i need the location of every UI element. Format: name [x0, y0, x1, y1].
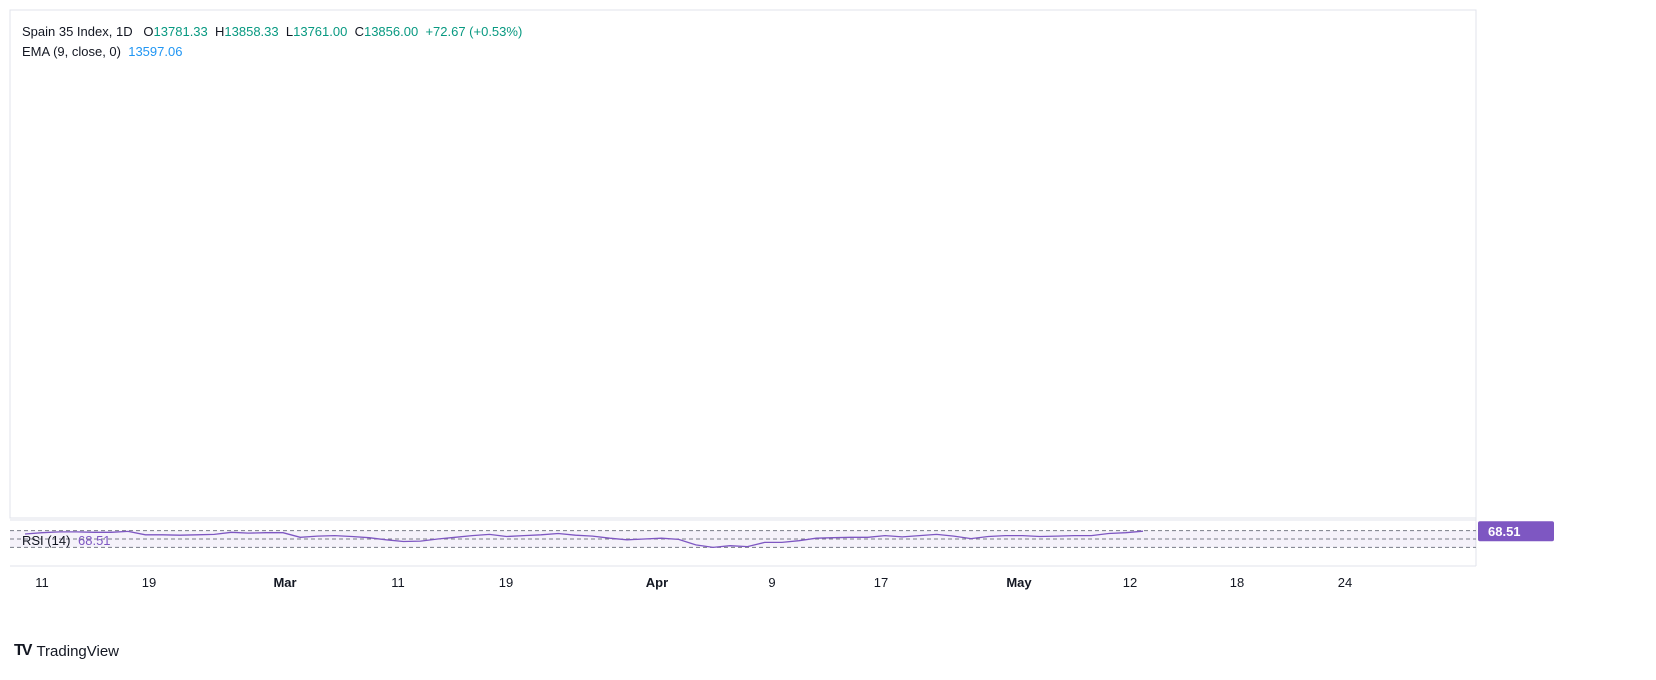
rsi-badge-text: 68.51: [1488, 524, 1521, 539]
close-value: 13856.00: [363, 24, 419, 39]
x-tick-label: 11: [35, 575, 49, 590]
rsi-line: [24, 530, 1144, 549]
rsi-label: RSI (14): [22, 533, 70, 548]
x-tick-label: 11: [391, 575, 405, 590]
low-label: L: [285, 24, 294, 39]
close-label: C: [354, 24, 364, 39]
high-value: 13858.33: [224, 24, 279, 39]
x-tick-label: May: [1006, 575, 1032, 590]
price-pane-border: [9, 9, 1477, 519]
ema-value: 13597.06: [128, 44, 183, 59]
symbol-label: Spain 35 Index, 1D: [22, 24, 133, 39]
open-label: O: [143, 24, 154, 39]
rsi-band: [10, 530, 1476, 548]
x-tick-label: Apr: [646, 575, 668, 590]
x-tick-label: Mar: [273, 575, 296, 590]
rsi-value: 68.51: [78, 533, 111, 548]
low-value: 13761.00: [293, 24, 348, 39]
high-label: H: [215, 24, 225, 39]
x-tick-label: 18: [1230, 575, 1244, 590]
tradingview-branding[interactable]: TV TradingView: [14, 642, 119, 660]
open-value: 13781.33: [153, 24, 208, 39]
x-tick-label: 19: [142, 575, 156, 590]
legend-row: Spain 35 Index, 1D O13781.33 H13858.33 L…: [22, 24, 522, 39]
ema-label: EMA (9, close, 0): [22, 44, 121, 59]
change-value: +72.67 (+0.53%): [425, 24, 523, 39]
ema-legend-row: EMA (9, close, 0) 13597.06: [22, 44, 182, 59]
x-tick-label: 24: [1338, 575, 1352, 590]
rsi-badge: [1478, 521, 1554, 542]
x-tick-label: 19: [499, 575, 513, 590]
x-tick-label: 17: [874, 575, 888, 590]
tradingview-logo-icon: TV: [14, 642, 33, 659]
x-tick-label: 9: [768, 575, 775, 590]
x-tick-label: 12: [1123, 575, 1137, 590]
tradingview-wordmark: TradingView: [36, 642, 119, 660]
